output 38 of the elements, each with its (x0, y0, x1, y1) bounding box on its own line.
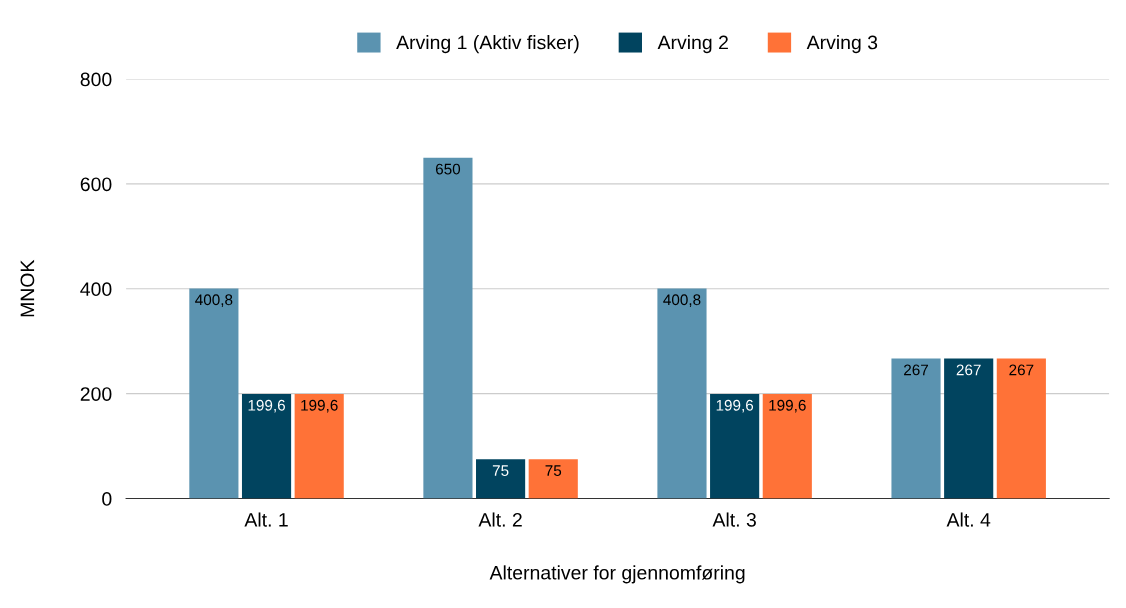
bar (762, 393, 812, 499)
bar (657, 288, 707, 499)
data-label: 267 (1009, 364, 1034, 376)
data-label: 199,6 (769, 399, 806, 413)
bar (710, 393, 760, 499)
bar (944, 358, 994, 499)
y-tick-label: 0 (102, 492, 112, 506)
data-label: 400,8 (663, 294, 701, 307)
data-label: 75 (545, 465, 562, 477)
bar (294, 393, 344, 499)
data-label: 267 (904, 364, 928, 376)
x-tick-label: Alt. 4 (946, 512, 991, 527)
x-tick-label: Alt. 3 (712, 512, 756, 527)
data-label: 400,8 (195, 294, 233, 307)
y-tick-label: 200 (80, 387, 112, 401)
x-tick-label: Alt. 2 (478, 512, 522, 527)
data-label: 75 (492, 465, 509, 477)
bar (423, 157, 473, 499)
legend-label: Arving 1 (Aktiv fisker) (396, 35, 579, 54)
bar (528, 459, 578, 499)
y-tick-label: 800 (80, 72, 112, 87)
data-label: 199,6 (301, 399, 338, 413)
bar (189, 288, 239, 499)
data-label: 267 (956, 364, 981, 376)
y-tick-label: 600 (80, 177, 112, 192)
bar (996, 358, 1046, 499)
x-tick-label: Alt. 1 (244, 512, 288, 527)
y-axis-title: MNOK (20, 259, 35, 317)
y-tick-label: 400 (80, 282, 112, 297)
data-label: 650 (435, 163, 461, 175)
bar (241, 393, 292, 499)
bar (891, 358, 941, 499)
data-label: 199,6 (248, 399, 285, 413)
data-label: 199,6 (716, 399, 754, 413)
legend-label: Arving 3 (806, 35, 878, 54)
legend-label: Arving 2 (657, 35, 728, 54)
bar (476, 459, 526, 499)
x-axis-title: Alternativer for gjennomføring (489, 565, 745, 584)
